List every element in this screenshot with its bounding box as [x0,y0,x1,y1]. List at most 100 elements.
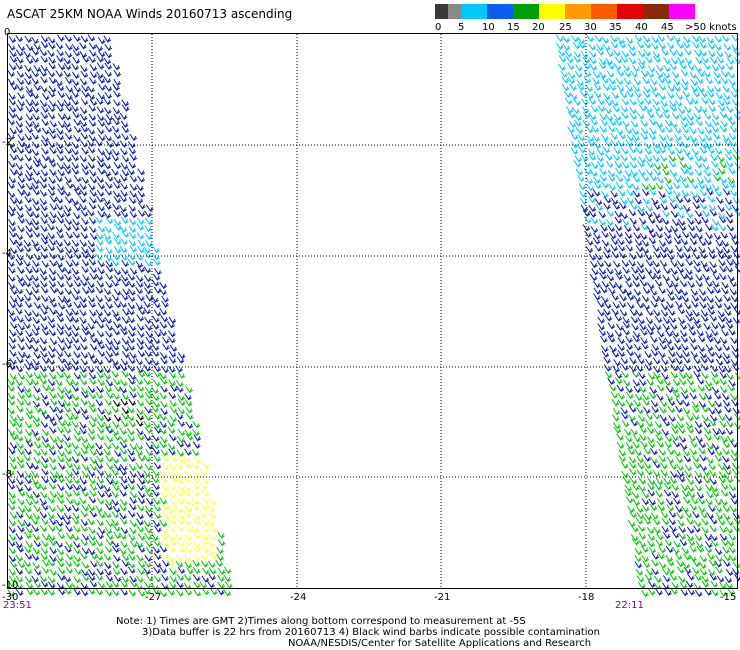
map-frame [7,33,738,589]
wind-barb [98,83,106,91]
wind-barb [608,287,616,295]
wind-barb [111,405,120,414]
wind-barb [689,245,698,253]
wind-barb [137,168,146,176]
wind-barb [712,184,720,192]
wind-barb [31,218,40,226]
wind-barb [701,518,710,526]
wind-barb [111,358,120,366]
wind-barb [175,489,184,497]
wind-barb [608,281,617,289]
wind-barb [119,504,128,512]
wind-barb [692,196,701,204]
wind-barb [152,253,160,261]
wind-barb [704,546,713,554]
wind-barb [722,455,730,463]
wind-barb [699,568,708,576]
wind-barb [64,504,72,512]
wind-barb [611,91,620,100]
wind-barb [715,566,723,574]
wind-barb [707,246,716,255]
wind-barb [689,71,698,79]
wind-barb [714,454,723,463]
wind-barb [699,202,708,210]
wind-barb [633,140,642,148]
wind-barb [40,491,48,499]
wind-barb [627,43,636,51]
wind-barb [8,105,17,113]
wind-barb [700,356,708,364]
wind-barb [121,337,130,345]
wind-barb [89,232,98,241]
wind-barb [64,342,72,350]
wind-barb [144,357,153,366]
wind-barb [679,280,688,288]
wind-barb [670,260,678,268]
wind-barb [32,491,41,499]
wind-barb [88,372,97,380]
wind-barb [79,155,88,163]
wind-barb [601,239,610,247]
wind-barb [199,468,208,476]
wind-barb [31,48,40,56]
colorbar-swatch [591,4,617,19]
wind-barb [702,469,711,477]
wind-barb [676,559,684,568]
wind-barb [659,196,668,205]
wind-barb [57,386,66,394]
wind-barb [607,377,615,386]
wind-barb [136,399,145,407]
wind-barb [105,581,114,589]
wind-barb [89,357,98,365]
wind-barb [73,547,81,555]
wind-barb [56,84,65,92]
wind-barb [652,260,661,268]
wind-barb [728,554,737,562]
wind-barb [81,251,90,259]
wind-barb [169,498,178,506]
wind-barb [71,533,80,542]
wind-barb [48,176,57,185]
wind-barb [702,210,710,218]
wind-barb [15,287,24,295]
wind-barb [635,406,644,415]
wind-barb [694,106,703,114]
wind-barb [725,265,734,273]
wind-barb [112,253,121,261]
wind-barb [623,477,631,485]
wind-barb [80,406,88,415]
wind-barb [614,377,623,385]
wind-barb [191,449,200,457]
wind-barb [97,267,106,275]
wind-barb [33,372,42,380]
wind-barb [656,533,664,541]
wind-barb [89,169,97,177]
wind-barb [105,379,114,387]
wind-barb [121,370,130,378]
wind-barb [105,435,114,443]
wind-barb [602,92,611,101]
wind-barb [644,147,652,156]
wind-barb [629,468,637,476]
wind-barb [629,161,638,169]
wind-barb [64,587,72,595]
wind-barb [137,209,146,218]
wind-barb [555,42,564,50]
wind-barb [79,78,88,86]
wind-barb [161,484,169,492]
wind-barb [728,181,736,189]
wind-barb [192,428,200,437]
wind-barb [598,267,607,275]
wind-barb [159,519,168,528]
wind-barb [65,469,74,478]
wind-barb [97,76,106,84]
wind-barb [56,183,65,191]
wind-barb [121,575,130,584]
wind-barb [666,91,675,99]
colorbar-label: 10 [482,22,495,33]
wind-barb [56,582,65,590]
wind-barb [651,559,659,567]
wind-barb [707,448,716,456]
wind-barb [96,371,105,379]
wind-barb [71,412,79,421]
